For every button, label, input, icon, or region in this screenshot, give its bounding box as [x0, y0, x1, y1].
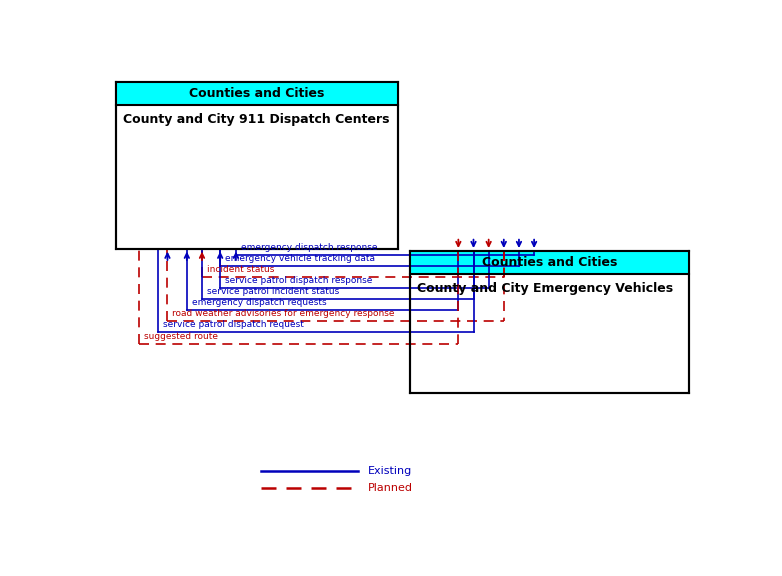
Bar [410, 251, 689, 274]
Text: Counties and Cities: Counties and Cities [189, 88, 325, 100]
Text: County and City 911 Dispatch Centers: County and City 911 Dispatch Centers [124, 113, 389, 127]
Text: emergency dispatch response: emergency dispatch response [241, 243, 377, 252]
Text: service patrol incident status: service patrol incident status [206, 287, 339, 296]
Text: emergency vehicle tracking data: emergency vehicle tracking data [225, 254, 375, 263]
Text: road weather advisories for emergency response: road weather advisories for emergency re… [172, 309, 395, 319]
Text: service patrol dispatch request: service patrol dispatch request [163, 320, 304, 329]
Text: Existing: Existing [368, 465, 411, 476]
Text: Planned: Planned [368, 483, 412, 493]
Bar [116, 82, 398, 105]
Text: service patrol dispatch response: service patrol dispatch response [225, 276, 372, 285]
Bar [116, 82, 398, 249]
Bar [410, 251, 689, 393]
Text: Counties and Cities: Counties and Cities [482, 256, 617, 269]
Text: suggested route: suggested route [144, 332, 218, 342]
Text: emergency dispatch requests: emergency dispatch requests [192, 298, 326, 307]
Text: County and City Emergency Vehicles: County and City Emergency Vehicles [417, 282, 673, 295]
Text: incident status: incident status [206, 265, 274, 274]
